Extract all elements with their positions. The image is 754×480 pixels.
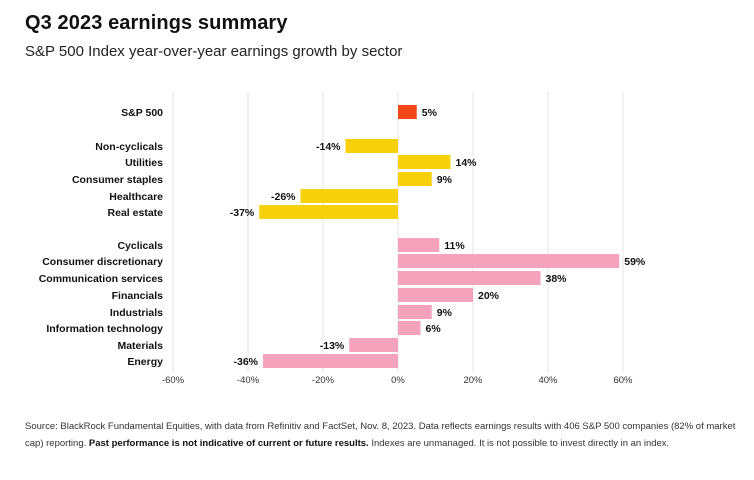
bar bbox=[398, 271, 541, 285]
category-label: Real estate bbox=[108, 207, 164, 219]
value-label: 6% bbox=[426, 323, 442, 335]
value-label: -37% bbox=[230, 207, 255, 219]
value-label: -26% bbox=[271, 191, 296, 203]
bar bbox=[259, 205, 398, 219]
bar bbox=[398, 105, 417, 119]
bar bbox=[398, 238, 440, 252]
bar bbox=[349, 338, 398, 352]
x-tick-label: 40% bbox=[538, 375, 558, 386]
value-label: -14% bbox=[316, 141, 341, 153]
category-label: Consumer discretionary bbox=[42, 256, 163, 268]
bar-chart: -60% -40% -20% 0% 20% 40% 60% S&P 500 5% Non-cycl… bbox=[39, 92, 646, 386]
bar bbox=[398, 288, 473, 302]
value-label: 20% bbox=[478, 290, 500, 302]
bar bbox=[398, 254, 620, 268]
x-tick-label: 60% bbox=[613, 375, 633, 386]
category-label: Healthcare bbox=[109, 191, 163, 203]
category-label: Communication services bbox=[39, 273, 163, 285]
source-text-end: Indexes are unmanaged. It is not possibl… bbox=[368, 438, 670, 449]
category-label: Industrials bbox=[110, 307, 163, 319]
category-label: Energy bbox=[127, 356, 163, 368]
disclaimer-bold: Past performance is not indicative of cu… bbox=[88, 438, 369, 449]
value-label: -36% bbox=[233, 356, 258, 368]
bar bbox=[398, 155, 451, 169]
chart-subtitle: S&P 500 Index year-over-year earnings gr… bbox=[25, 43, 403, 60]
value-label: 5% bbox=[422, 107, 438, 119]
category-label: Consumer staples bbox=[72, 174, 163, 186]
source-text: Source: BlackRock Fundamental Equities, … bbox=[25, 421, 736, 449]
x-tick-label: -40% bbox=[237, 375, 260, 386]
value-label: 11% bbox=[444, 240, 465, 252]
x-tick-label: -60% bbox=[162, 375, 185, 386]
value-label: 38% bbox=[546, 273, 568, 285]
source-note: Source: BlackRock Fundamental Equities, … bbox=[25, 418, 745, 452]
category-label: Cyclicals bbox=[117, 240, 163, 252]
x-tick-label: -20% bbox=[312, 375, 335, 386]
value-label: -13% bbox=[320, 340, 345, 352]
category-label: Non-cyclicals bbox=[95, 141, 163, 153]
value-label: 9% bbox=[437, 307, 453, 319]
bar bbox=[345, 139, 398, 153]
category-label: S&P 500 bbox=[121, 107, 163, 119]
value-label: 9% bbox=[437, 174, 453, 186]
category-label: Materials bbox=[117, 340, 163, 352]
chart-title: Q3 2023 earnings summary bbox=[25, 12, 288, 34]
value-label: 14% bbox=[456, 157, 478, 169]
bar bbox=[398, 172, 432, 186]
x-tick-label: 20% bbox=[463, 375, 483, 386]
bar bbox=[300, 189, 398, 203]
category-label: Information technology bbox=[46, 323, 163, 335]
bar bbox=[398, 321, 421, 335]
value-label: 59% bbox=[624, 256, 646, 268]
category-label: Financials bbox=[112, 290, 164, 302]
x-tick-label: 0% bbox=[391, 375, 405, 386]
bar bbox=[398, 305, 432, 319]
category-label: Utilities bbox=[125, 157, 163, 169]
bar bbox=[263, 354, 398, 368]
